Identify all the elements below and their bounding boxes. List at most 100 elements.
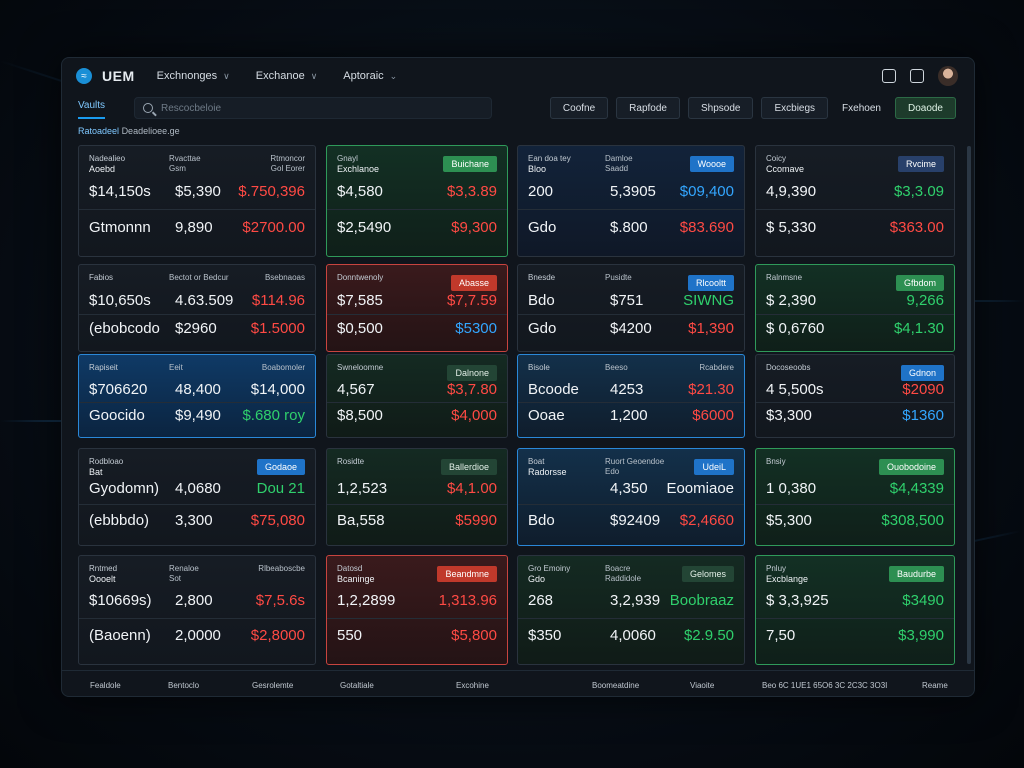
exchange-card[interactable]: Coicy Ccomave Rvcime 4,9,390 $3,3.09 $ 5,3… <box>755 145 955 257</box>
price-change: $83.690 <box>679 218 734 236</box>
exchange-badge[interactable]: Buichane <box>443 156 497 172</box>
price-change: 9,266 <box>906 291 944 309</box>
exchange-card[interactable]: Swneloomne Dalnone 4,567 $3,7.80 $8,500 $… <box>326 354 508 438</box>
exchange-badge[interactable]: Baudurbe <box>888 566 944 582</box>
nav-exchanges[interactable]: Exchnonges ∨ <box>156 70 230 82</box>
price-row: $7,585 $7,7.59 <box>337 289 497 311</box>
exchange-card[interactable]: Rodbloao Bat Godaoe Gyodomn) 4,0680 Dou 21… <box>78 448 316 546</box>
exchange-badge[interactable]: Dalnone <box>447 365 497 381</box>
filter-button[interactable]: Fxehoen <box>842 102 881 114</box>
filter-button[interactable]: Shpsode <box>687 97 754 119</box>
filter-button[interactable]: Excbiegs <box>761 97 829 119</box>
exchange-card[interactable]: Gnayl Exchlanoe Buichane $4,580 $3,3.89 $2… <box>326 145 508 257</box>
exchange-card[interactable]: Bnesde Pusidte Rlcooltt Bdo $751 SIWNG Gdo… <box>517 264 745 352</box>
exchange-card[interactable]: Gro Emoiny Gdo Boacre Raddidole Gelomes 268 … <box>517 555 745 665</box>
scrollbar[interactable] <box>967 146 971 664</box>
card-title: Donntwenoly <box>337 273 384 282</box>
exchange-card[interactable]: Rapiseit Eeit Boabomoler $706620 48,400 $1… <box>78 354 316 438</box>
exchange-badge[interactable]: Woooe <box>689 156 734 172</box>
exchange-card[interactable]: Bisole Beeso Rcabdere Bcoode 4253 $21.30 O… <box>517 354 745 438</box>
toolbar: Vaults Coofne Rapfode Shpsode Excbiegs F… <box>62 96 974 124</box>
price-value: 4,0680 <box>175 479 221 497</box>
price-row: $3,300 $1360 <box>766 404 944 426</box>
footer-text: Excohine <box>456 681 489 690</box>
exchange-card[interactable]: Bnsiy Ouobodoine 1 0,380 $4,4339 $5,300 $… <box>755 448 955 546</box>
exchange-card[interactable]: Ean doa tey Bloo Damloe Saadd Woooe 200 5,39… <box>517 145 745 257</box>
card-column-header: Rtmoncor Gol Eorer <box>270 154 305 173</box>
exchange-card[interactable]: Rntmed Oooelt Renaloe Sot Rlbeaboscbe $10669… <box>78 555 316 665</box>
price-label: Gtmonnn <box>89 218 151 236</box>
price-label: $ 2,390 <box>766 291 817 309</box>
card-title: Coicy Ccomave <box>766 154 805 174</box>
price-label: $ 3,3,925 <box>766 591 829 609</box>
price-change: $363.00 <box>889 218 944 236</box>
exchange-badge[interactable]: Ouobodoine <box>878 459 944 475</box>
price-change: $1,390 <box>688 319 734 337</box>
exchange-card[interactable]: Nadealieo Aoebd Rvacttae Gsm Rtmoncor Gol Eor… <box>78 145 316 257</box>
exchange-badge[interactable]: Gdnon <box>900 365 944 381</box>
price-row: 550 $5,800 <box>337 624 497 646</box>
card-divider <box>756 504 954 505</box>
scrollbar-thumb[interactable] <box>967 146 971 664</box>
price-label: Bdo <box>528 291 555 309</box>
price-row: 268 3,2,939 Boobraaz <box>528 589 734 611</box>
price-value: $9,490 <box>175 406 221 424</box>
exchange-card[interactable]: Rosidte Ballerdioe 1,2,523 $4,1.00 Ba,558… <box>326 448 508 546</box>
exchange-badge[interactable]: Rvcime <box>897 156 944 172</box>
card-title: Bisole <box>528 363 550 372</box>
price-row: $ 0,6760 $4,1.30 <box>766 317 944 339</box>
filter-button[interactable]: Coofne <box>549 97 609 119</box>
exchange-badge[interactable]: Beandmne <box>437 566 497 582</box>
exchange-badge[interactable]: Abasse <box>450 275 497 291</box>
exchange-badge[interactable]: Ballerdioe <box>440 459 497 475</box>
exchange-card[interactable]: Docoseoobs Gdnon 4 5,500s $2090 $3,300 $1… <box>755 354 955 438</box>
filter-button[interactable]: Doaode <box>894 97 956 119</box>
price-change: $1.5000 <box>250 319 305 337</box>
exchange-card[interactable]: Boat Radorsse Ruort Geoendoe Edo UdeiL 4,350… <box>517 448 745 546</box>
price-label: $2,5490 <box>337 218 392 236</box>
price-value: 4.63.509 <box>175 291 234 309</box>
price-change: $7,7.59 <box>446 291 497 309</box>
card-divider <box>327 504 507 505</box>
exchange-card[interactable]: Fabios Bectot or Bedcur Bsebnaoas $10,650s… <box>78 264 316 352</box>
search-box[interactable] <box>134 97 492 119</box>
price-label: $10,650s <box>89 291 151 309</box>
chevron-down-icon: ∨ <box>223 70 230 81</box>
nav-exchange[interactable]: Exchanoe ∨ <box>255 70 318 82</box>
exchange-badge[interactable]: Gfbdom <box>895 275 944 291</box>
price-change: $2,4660 <box>679 511 734 529</box>
exchange-badge[interactable]: UdeiL <box>694 459 734 475</box>
price-change: $9,300 <box>451 218 497 236</box>
nav-analytics[interactable]: Aptoraic ⌄ <box>343 70 398 82</box>
price-change: Eoomiaoe <box>666 479 734 497</box>
price-row: $ 5,330 $363.00 <box>766 216 944 238</box>
price-row: $ 2,390 9,266 <box>766 289 944 311</box>
card-title: Boat Radorsse <box>528 457 567 477</box>
chart-icon[interactable] <box>910 69 924 83</box>
avatar[interactable] <box>938 66 958 86</box>
tab-vaults[interactable]: Vaults <box>78 100 106 119</box>
exchange-card[interactable]: Donntwenoly Abasse $7,585 $7,7.59 $0,500 … <box>326 264 508 352</box>
price-label: Bcoode <box>528 380 579 398</box>
card-column-header: Boacre Raddidole <box>605 564 642 583</box>
exchange-card[interactable]: Datosd Bcaninge Beandmne 1,2,2899 1,313.96… <box>326 555 508 665</box>
price-label: 1,2,2899 <box>337 591 396 609</box>
price-change: $2,8000 <box>250 626 305 644</box>
exchange-badge[interactable]: Gelomes <box>681 566 734 582</box>
settings-icon[interactable] <box>882 69 896 83</box>
price-change: $3,7.80 <box>446 380 497 398</box>
price-change: $308,500 <box>881 511 944 529</box>
exchange-badge[interactable]: Rlcooltt <box>687 275 734 291</box>
exchange-card[interactable]: Ralnmsne Gfbdom $ 2,390 9,266 $ 0,6760 $4… <box>755 264 955 352</box>
price-change: $5300 <box>455 319 497 337</box>
price-label: $ 5,330 <box>766 218 817 236</box>
search-input[interactable] <box>161 102 461 114</box>
card-divider <box>327 618 507 619</box>
exchange-badge[interactable]: Godaoe <box>256 459 305 475</box>
exchange-card[interactable]: Pnluy Excblange Baudurbe $ 3,3,925 $3490 7… <box>755 555 955 665</box>
price-value: 4253 <box>610 380 644 398</box>
filter-button[interactable]: Rapfode <box>616 97 680 119</box>
price-row: (Baoenn) 2,0000 $2,8000 <box>89 624 305 646</box>
price-row: Ooae 1,200 $6000 <box>528 404 734 426</box>
price-value: 4,0060 <box>610 626 656 644</box>
